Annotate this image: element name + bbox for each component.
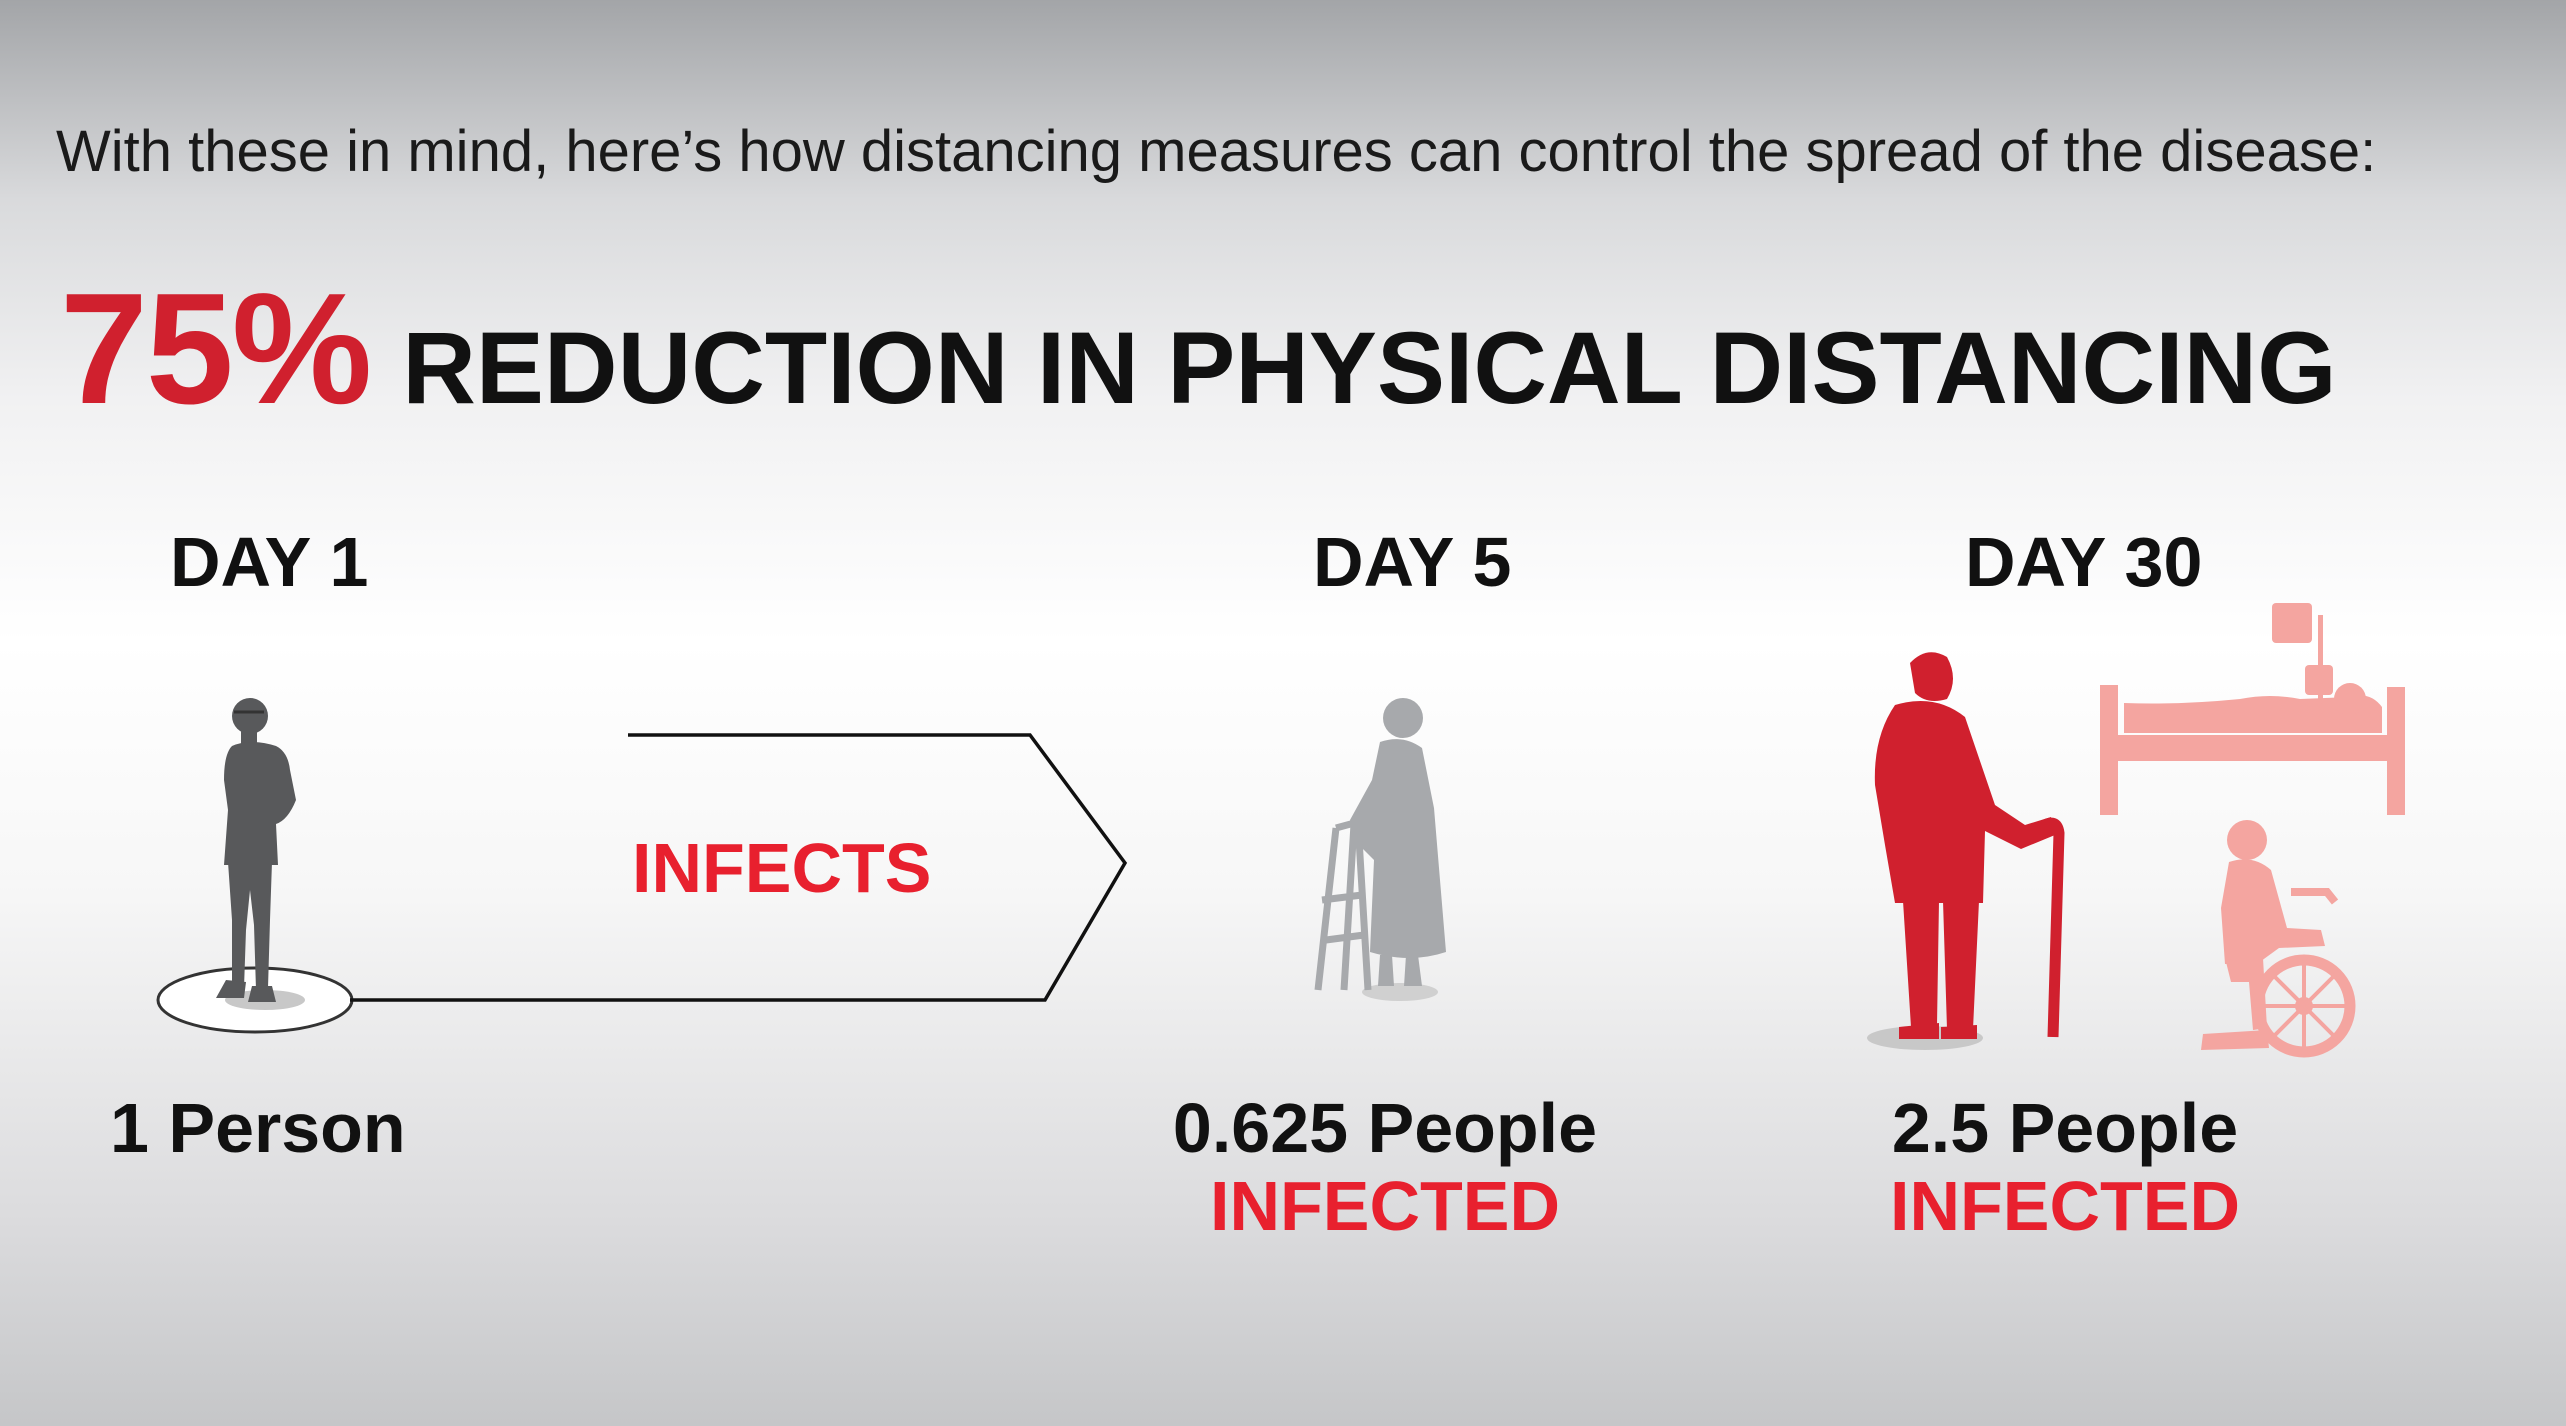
day-30-count: 2.5 People [1891, 1089, 2239, 1167]
day-5-label: DAY 5 [1313, 523, 1512, 601]
day-5-status: INFECTED [1210, 1167, 1560, 1245]
intro-text: With these in mind, here’s how distancin… [56, 119, 2377, 184]
hospital-bed-icon [2100, 603, 2405, 815]
elderly-walker-icon [1314, 698, 1446, 1001]
day-1-count: 1 Person [110, 1089, 406, 1167]
day-30-label: DAY 30 [1965, 523, 2203, 601]
infects-label: INFECTS [632, 829, 932, 907]
arrow-outline [350, 733, 1128, 1002]
day-1-label: DAY 1 [170, 523, 369, 601]
wheelchair-icon [2201, 820, 2356, 1058]
headline-text: REDUCTION IN PHYSICAL DISTANCING [402, 311, 2337, 425]
headline: 75% REDUCTION IN PHYSICAL DISTANCING [60, 270, 2337, 428]
day-30-status: INFECTED [1890, 1167, 2240, 1245]
person-standing-icon [216, 698, 305, 1010]
headline-percent: 75% [60, 261, 372, 437]
elderly-cane-icon [1867, 652, 2065, 1050]
day-5-count: 0.625 People [1172, 1089, 1598, 1167]
